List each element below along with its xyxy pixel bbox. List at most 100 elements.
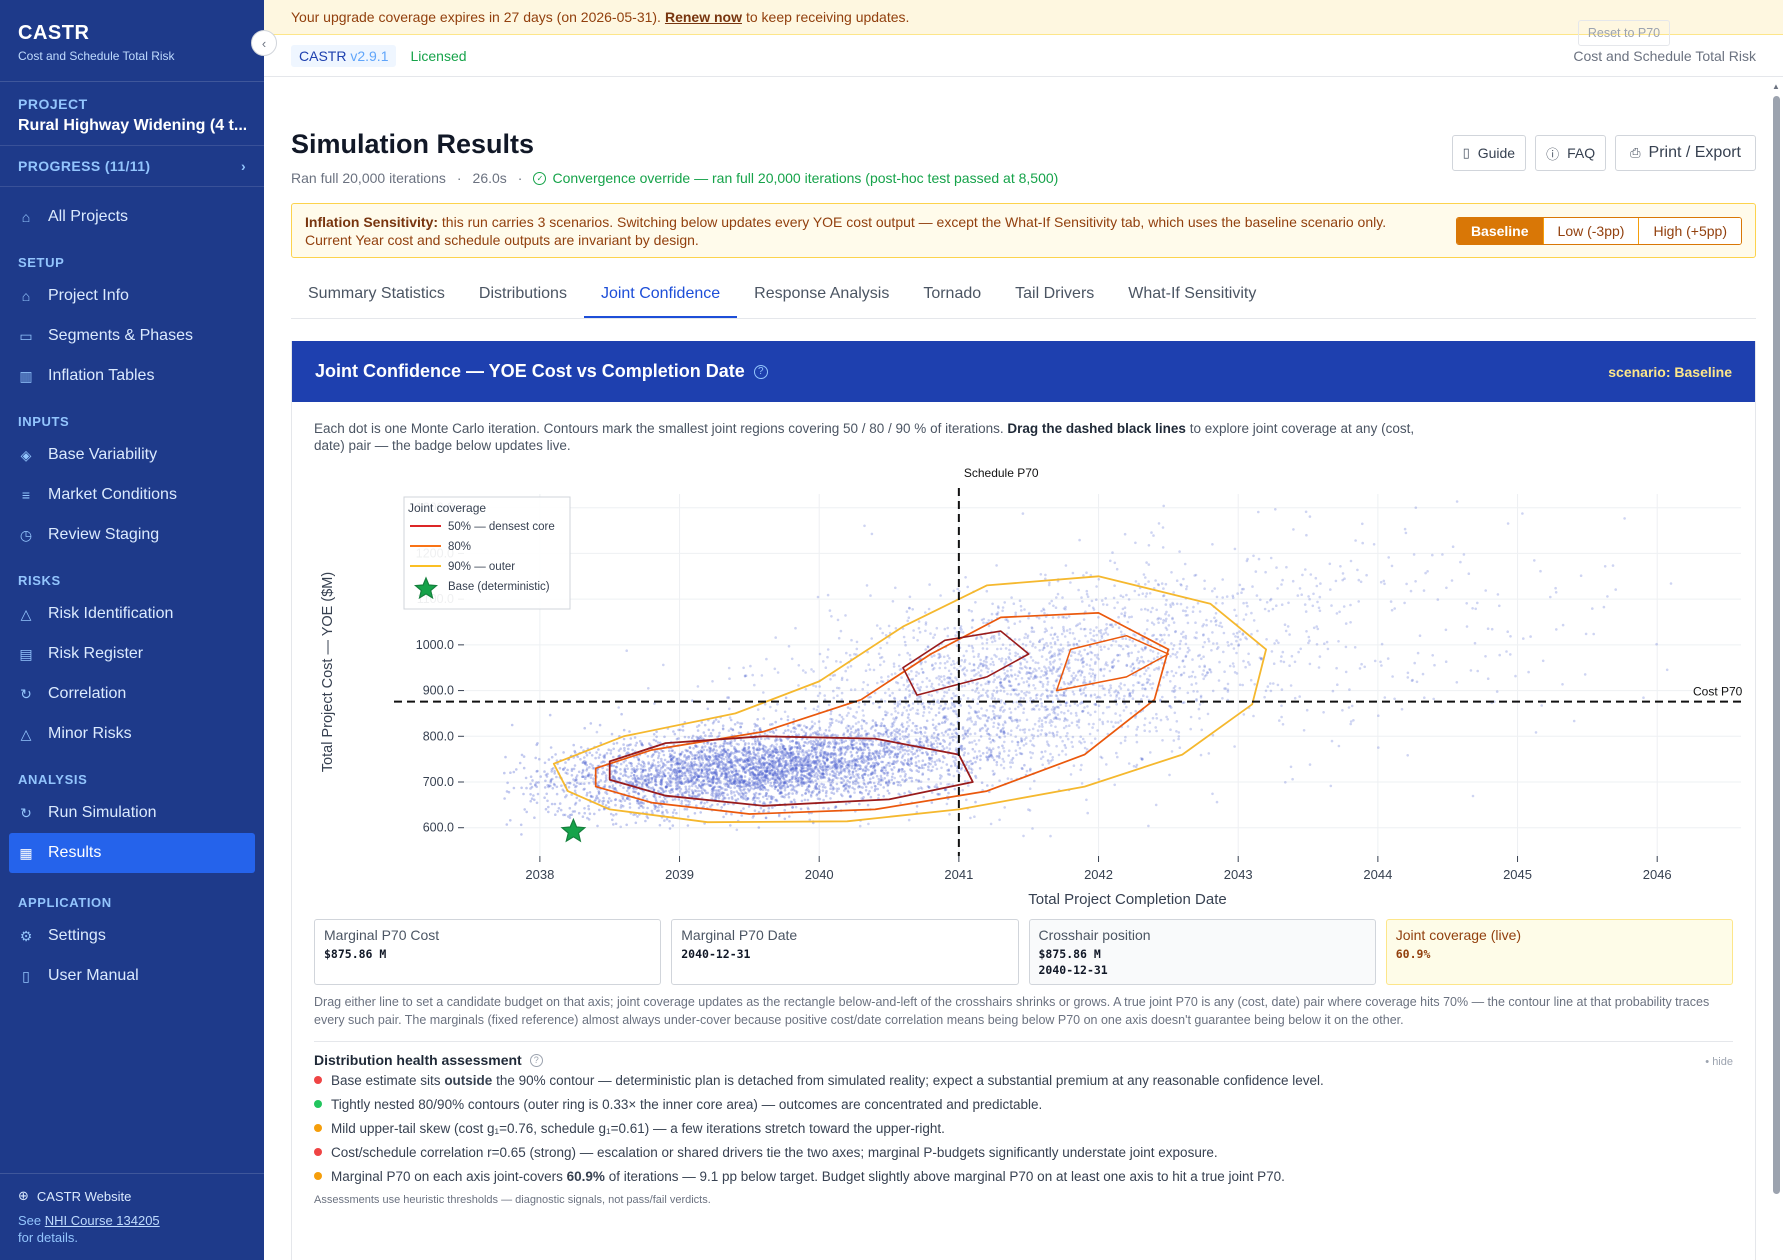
iteration-dot [841, 794, 844, 798]
iteration-dot [849, 750, 853, 754]
iteration-dot [648, 769, 651, 772]
sidebar-item-risk-identification[interactable]: △ Risk Identification [0, 594, 264, 634]
tab-tornado[interactable]: Tornado [923, 284, 982, 302]
iteration-dot [948, 741, 952, 745]
iteration-dot [1365, 573, 1368, 577]
iteration-dot [880, 744, 884, 747]
iteration-dot [596, 824, 599, 828]
iteration-dot [858, 791, 862, 794]
course-link[interactable]: NHI Course 134205 [44, 1213, 160, 1228]
website-link[interactable]: ⊕ CASTR Website [18, 1188, 246, 1204]
iteration-dot [788, 744, 791, 748]
iteration-dot [890, 750, 893, 754]
sidebar-item-base-variability[interactable]: ◈ Base Variability [0, 435, 264, 475]
sidebar-item-settings[interactable]: ⚙ Settings [0, 916, 264, 956]
project-block[interactable]: PROJECT Rural Highway Widening (4 t... [0, 82, 264, 145]
iteration-dot [950, 701, 954, 705]
iteration-dot [954, 709, 957, 713]
reset-p70-button[interactable]: Reset to P70 [1578, 20, 1670, 46]
iteration-dot [863, 772, 867, 776]
iteration-dot [654, 778, 657, 781]
iteration-dot [1101, 720, 1104, 724]
iteration-dot [1136, 725, 1140, 729]
iteration-dot [1109, 686, 1113, 690]
iteration-dot [851, 743, 854, 747]
iteration-dot [925, 736, 929, 740]
iteration-dot [904, 773, 907, 776]
tab-tail-drivers[interactable]: Tail Drivers [1015, 284, 1095, 302]
iteration-dot [705, 758, 708, 761]
scenario-low[interactable]: Low (-3pp) [1542, 218, 1639, 244]
iteration-dot [988, 737, 991, 740]
iteration-dot [891, 768, 894, 772]
tab-joint-confidence[interactable]: Joint Confidence [583, 271, 738, 318]
sidebar-item-results[interactable]: ▦ Results [9, 833, 255, 873]
iteration-dot [1094, 660, 1097, 664]
iteration-dot [718, 761, 721, 764]
iteration-dot [826, 765, 830, 769]
iteration-dot [1141, 592, 1145, 595]
iteration-dot [1227, 644, 1230, 647]
iteration-dot [1029, 675, 1033, 678]
iteration-dot [535, 801, 539, 805]
iteration-dot [769, 760, 773, 763]
iteration-dot [716, 757, 720, 761]
scenario-high[interactable]: High (+5pp) [1638, 218, 1741, 244]
iteration-dot [914, 731, 918, 735]
iteration-dot [909, 768, 912, 771]
print-export-button[interactable]: ⎙ Print / Export [1615, 135, 1756, 171]
iteration-dot [654, 783, 657, 786]
sidebar-item-market[interactable]: ≡ Market Conditions [0, 475, 264, 515]
iteration-dot [682, 782, 685, 785]
iteration-dot [1008, 749, 1011, 752]
iteration-dot [712, 761, 715, 765]
sidebar-item-project-info[interactable]: ⌂ Project Info [0, 276, 264, 316]
iteration-dot [734, 768, 738, 771]
collapse-sidebar-button[interactable]: ‹ [251, 30, 277, 56]
faq-button[interactable]: ⓘ FAQ [1535, 135, 1607, 171]
sidebar-item-run-simulation[interactable]: ↻ Run Simulation [0, 793, 264, 833]
sidebar-item-risk-register[interactable]: ▤ Risk Register [0, 634, 264, 674]
book-icon: ▯ [22, 967, 30, 984]
sidebar-item-review[interactable]: ◷ Review Staging [0, 515, 264, 555]
sidebar-item-user-manual[interactable]: ▯ User Manual [0, 956, 264, 996]
iteration-dot [660, 779, 663, 783]
help-icon[interactable]: ? [753, 364, 768, 379]
iteration-dot [1017, 705, 1020, 709]
iteration-dot [596, 771, 600, 775]
iteration-dot [863, 773, 867, 776]
progress-toggle[interactable]: PROGRESS (11/11) › [0, 145, 264, 187]
iteration-dot [1316, 600, 1319, 604]
sidebar-item-inflation[interactable]: ▥ Inflation Tables [0, 356, 264, 396]
iteration-dot [946, 707, 950, 710]
sidebar-item-segments[interactable]: ▭ Segments & Phases [0, 316, 264, 356]
iteration-dot [800, 799, 804, 803]
iteration-dot [1426, 570, 1429, 573]
scenario-baseline[interactable]: Baseline [1456, 218, 1543, 244]
iteration-dot [1045, 677, 1048, 680]
iteration-dot [805, 726, 809, 729]
iteration-dot [1341, 709, 1344, 712]
iteration-dot [787, 754, 791, 758]
iteration-dot [1048, 721, 1052, 724]
sidebar-item-correlation[interactable]: ↻ Correlation [0, 674, 264, 714]
tab-summary-statistics[interactable]: Summary Statistics [308, 284, 445, 302]
iteration-dot [629, 743, 632, 746]
iteration-dot [826, 648, 830, 651]
iteration-dot [969, 759, 972, 763]
iteration-dot [726, 696, 729, 699]
iteration-dot [1057, 706, 1060, 709]
iteration-dot [833, 746, 837, 749]
iteration-dot [1152, 534, 1155, 537]
sidebar-item-all-projects[interactable]: ⌂ All Projects [0, 197, 264, 237]
guide-button[interactable]: ▯ Guide [1451, 135, 1527, 171]
iteration-dot [1185, 587, 1188, 591]
tab-response-analysis[interactable]: Response Analysis [754, 284, 890, 302]
iteration-dot [633, 776, 637, 779]
iteration-dot [1014, 749, 1018, 752]
sidebar-item-minor-risks[interactable]: △ Minor Risks [0, 714, 264, 754]
tab-distributions[interactable]: Distributions [478, 284, 567, 302]
iteration-dot [793, 775, 797, 778]
tab-what-if[interactable]: What-If Sensitivity [1128, 284, 1257, 302]
renew-link[interactable]: Renew now [664, 9, 742, 25]
